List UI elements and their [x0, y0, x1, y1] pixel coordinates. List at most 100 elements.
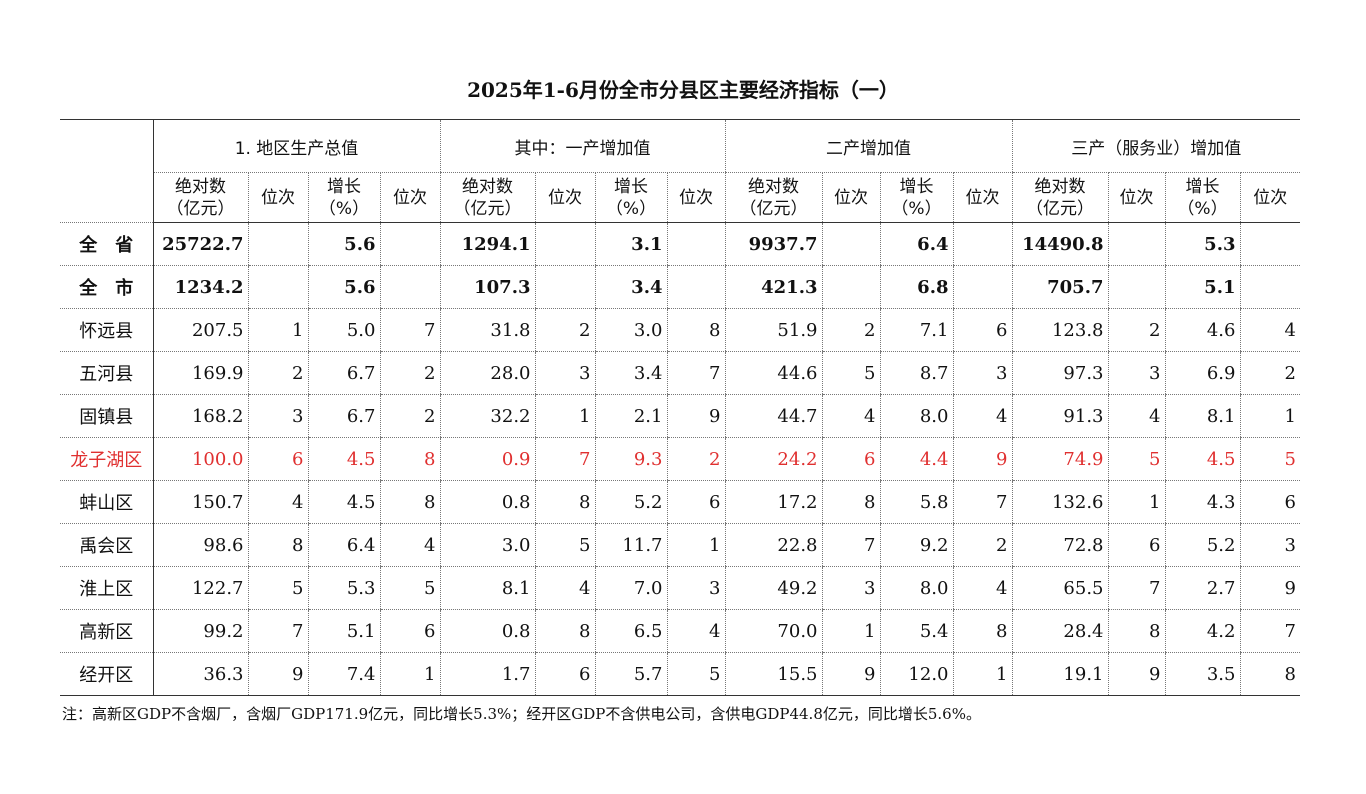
table-cell: 5.6: [307, 222, 380, 266]
table-cell: 74.9: [1011, 437, 1108, 481]
column-header: 绝对数 （亿元）: [152, 172, 248, 223]
column-header-text: 位次: [679, 187, 713, 208]
table-cell: 9.3: [594, 437, 667, 481]
table-cell: 2: [534, 308, 595, 352]
page-title: 2025年1-6月份全市分县区主要经济指标（一）: [467, 78, 899, 102]
table-cell: 5.2: [1164, 523, 1240, 567]
table-cell: 28.4: [1011, 609, 1108, 653]
table-cell: 3.1: [594, 222, 667, 266]
column-header-text: （%）: [318, 198, 370, 219]
column-header: 绝对数 （亿元）: [724, 172, 822, 223]
table-cell: 107.3: [439, 265, 535, 309]
table-row: 淮上区 122.7 5 5.3 5 8.1 4 7.0 3 49.2 3 8.0 4 65.5 7 2.7 9: [60, 566, 1300, 610]
table-cell: 3.0: [439, 523, 535, 567]
table-cell: 91.3: [1011, 394, 1108, 438]
column-header-text: （亿元）: [1026, 198, 1094, 219]
column-header-text: （亿元）: [453, 198, 522, 219]
table-cell: 7: [1107, 566, 1165, 610]
column-header: 绝对数 （亿元）: [439, 172, 535, 223]
column-header: 位次: [247, 172, 308, 223]
table-cell: 8: [1239, 652, 1300, 696]
economic-indicators-table: 1. 地区生产总值 其中：一产增加值 二产增加值 三产（服务业）增加值 绝对数 （亿元）…: [60, 119, 1300, 696]
table-cell: 8.0: [879, 394, 953, 438]
region-name: 怀远县: [60, 308, 154, 352]
table-cell: [952, 265, 1012, 309]
column-header-text: （亿元）: [739, 198, 808, 219]
table-cell: 5.7: [594, 652, 667, 696]
table-cell: 1234.2: [152, 265, 248, 309]
table-cell: 1: [1239, 394, 1300, 438]
table-cell: 2.7: [1164, 566, 1240, 610]
column-header: 位次: [952, 172, 1012, 223]
column-header-text: （%）: [891, 198, 942, 219]
corner-cell: [60, 119, 154, 223]
column-header-text: 增长: [614, 176, 648, 197]
table-cell: 4: [1107, 394, 1165, 438]
table-cell: 3: [1107, 351, 1165, 395]
table-cell: 49.2: [724, 566, 822, 610]
table-cell: 1: [534, 394, 595, 438]
table-cell: 9: [1239, 566, 1300, 610]
table-cell: 22.8: [724, 523, 822, 567]
table-cell: [379, 222, 440, 266]
table-cell: 9: [821, 652, 880, 696]
table-cell: 1: [247, 308, 308, 352]
table-cell: 122.7: [152, 566, 248, 610]
table-cell: [1107, 222, 1165, 266]
table-cell: 2: [666, 437, 725, 481]
table-row: 五河县 169.9 2 6.7 2 28.0 3 3.4 7 44.6 5 8.7 3 97.3 3 6.9 2: [60, 351, 1300, 395]
table-cell: 421.3: [724, 265, 822, 309]
table-cell: 2.1: [594, 394, 667, 438]
table-cell: 1: [952, 652, 1012, 696]
table-cell: 4.2: [1164, 609, 1240, 653]
table-cell: 97.3: [1011, 351, 1108, 395]
table-cell: 4.5: [307, 480, 380, 524]
table-cell: 28.0: [439, 351, 535, 395]
table-cell: 8.0: [879, 566, 953, 610]
table-cell: 7: [666, 351, 725, 395]
table-cell: 8: [379, 480, 440, 524]
table-cell: 4: [952, 394, 1012, 438]
column-header: 增长 （%）: [879, 172, 953, 223]
table-cell: 6.8: [879, 265, 953, 309]
table-cell: 6.5: [594, 609, 667, 653]
table-cell: 8: [666, 308, 725, 352]
column-header-text: 位次: [261, 187, 295, 208]
table-cell: 6: [247, 437, 308, 481]
table-cell: 150.7: [152, 480, 248, 524]
table-cell: 0.8: [439, 480, 535, 524]
table-cell: [1239, 222, 1300, 266]
table-cell: 2: [952, 523, 1012, 567]
region-name: 全 省: [60, 222, 154, 266]
table-cell: 17.2: [724, 480, 822, 524]
table-cell: 4: [1239, 308, 1300, 352]
table-cell: 5.1: [1164, 265, 1240, 309]
table-cell: 6: [952, 308, 1012, 352]
column-header-text: 绝对数: [462, 176, 513, 197]
table-row: 龙子湖区 100.0 6 4.5 8 0.9 7 9.3 2 24.2 6 4.4 9 74.9 5 4.5 5: [60, 437, 1300, 481]
table-cell: 1: [666, 523, 725, 567]
table-cell: 11.7: [594, 523, 667, 567]
table-cell: 168.2: [152, 394, 248, 438]
table-cell: 8: [952, 609, 1012, 653]
table-cell: 0.8: [439, 609, 535, 653]
table-cell: 2: [247, 351, 308, 395]
table-cell: 14490.8: [1011, 222, 1108, 266]
table-cell: 6: [821, 437, 880, 481]
table-row: 怀远县 207.5 1 5.0 7 31.8 2 3.0 8 51.9 2 7.1 6 123.8 2 4.6…: [60, 308, 1300, 352]
table-cell: 5: [534, 523, 595, 567]
table-cell: [1239, 265, 1300, 309]
table-cell: 2: [1239, 351, 1300, 395]
region-name: 五河县: [60, 351, 154, 395]
table-cell: 1: [379, 652, 440, 696]
table-cell: 207.5: [152, 308, 248, 352]
table-cell: 3.4: [594, 265, 667, 309]
column-header-text: 绝对数: [1034, 176, 1086, 197]
table-cell: 4: [821, 394, 880, 438]
table-cell: 12.0: [879, 652, 953, 696]
table-cell: 8.7: [879, 351, 953, 395]
table-cell: 5.2: [594, 480, 667, 524]
column-header-text: 位次: [834, 187, 868, 208]
table-cell: [952, 222, 1012, 266]
table-cell: 7: [247, 609, 308, 653]
